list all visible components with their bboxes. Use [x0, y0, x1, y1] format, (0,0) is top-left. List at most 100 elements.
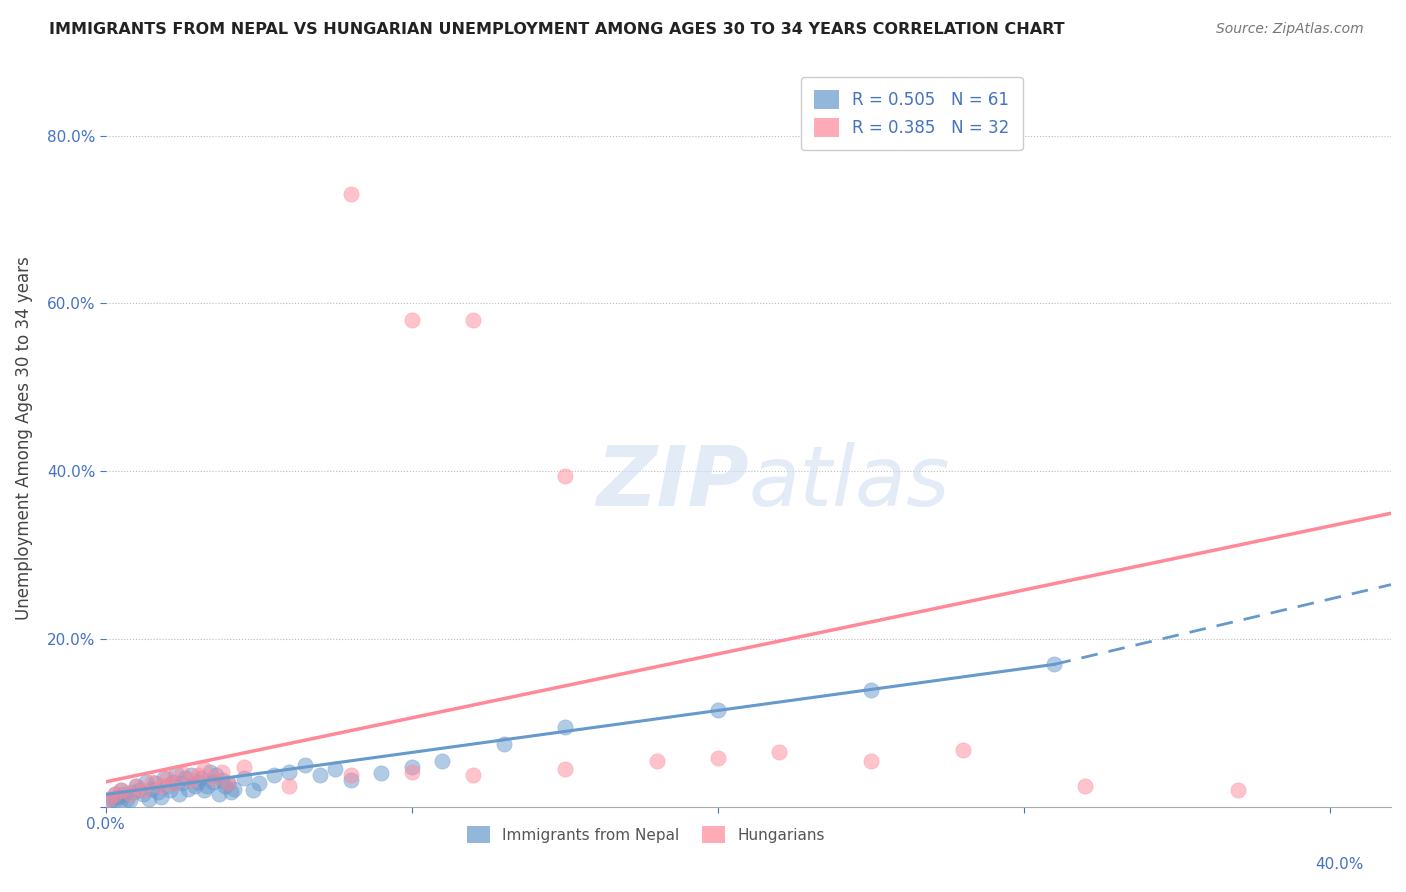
Point	[224, 781, 246, 796]
Text: ZIP: ZIP	[596, 442, 748, 523]
Point	[128, 783, 150, 797]
Point	[187, 768, 209, 782]
Point	[187, 774, 209, 789]
Point	[104, 793, 127, 807]
Point	[104, 788, 127, 802]
Point	[174, 771, 197, 785]
Point	[172, 776, 194, 790]
Legend: R = 0.505   N = 61, R = 0.385   N = 32: R = 0.505 N = 61, R = 0.385 N = 32	[800, 77, 1022, 151]
Point	[165, 766, 187, 780]
Point	[135, 774, 157, 789]
Text: Source: ZipAtlas.com: Source: ZipAtlas.com	[1216, 22, 1364, 37]
Point	[198, 764, 221, 779]
Point	[159, 783, 181, 797]
Point	[208, 788, 231, 802]
Point	[219, 785, 242, 799]
Point	[952, 743, 974, 757]
Point	[707, 751, 730, 765]
Point	[339, 773, 361, 788]
Point	[645, 754, 668, 768]
Point	[143, 776, 166, 790]
Point	[247, 776, 270, 790]
Point	[278, 764, 301, 779]
Text: IMMIGRANTS FROM NEPAL VS HUNGARIAN UNEMPLOYMENT AMONG AGES 30 TO 34 YEARS CORREL: IMMIGRANTS FROM NEPAL VS HUNGARIAN UNEMP…	[49, 22, 1064, 37]
Point	[217, 776, 239, 790]
Point	[294, 758, 316, 772]
Point	[180, 768, 202, 782]
Point	[339, 187, 361, 202]
Point	[263, 768, 285, 782]
Point	[141, 781, 163, 796]
Point	[101, 791, 124, 805]
Point	[323, 762, 346, 776]
Point	[149, 779, 172, 793]
Point	[180, 773, 202, 788]
Point	[232, 760, 254, 774]
Point	[401, 760, 423, 774]
Text: atlas: atlas	[748, 442, 950, 523]
Point	[554, 468, 576, 483]
Point	[138, 791, 160, 805]
Point	[205, 768, 228, 782]
Point	[125, 779, 148, 793]
Point	[177, 781, 200, 796]
Point	[309, 768, 332, 782]
Y-axis label: Unemployment Among Ages 30 to 34 years: Unemployment Among Ages 30 to 34 years	[15, 256, 32, 620]
Point	[110, 783, 132, 797]
Point	[104, 788, 127, 802]
Point	[153, 771, 176, 785]
Point	[125, 779, 148, 793]
Point	[167, 788, 190, 802]
Point	[112, 788, 135, 802]
Point	[432, 754, 454, 768]
Point	[183, 779, 205, 793]
Point	[162, 774, 184, 789]
Point	[110, 791, 132, 805]
Point	[461, 313, 484, 327]
Point	[201, 771, 224, 785]
Point	[278, 779, 301, 793]
Point	[554, 720, 576, 734]
Point	[122, 785, 145, 799]
Point	[195, 779, 218, 793]
Point	[401, 313, 423, 327]
Point	[156, 779, 179, 793]
Point	[492, 737, 515, 751]
Point	[1074, 779, 1097, 793]
Point	[242, 783, 264, 797]
Point	[120, 793, 142, 807]
Point	[401, 764, 423, 779]
Point	[131, 788, 153, 802]
Point	[201, 774, 224, 789]
Point	[110, 783, 132, 797]
Point	[707, 704, 730, 718]
Point	[146, 785, 169, 799]
Point	[1043, 657, 1066, 672]
Point	[162, 776, 184, 790]
Point	[97, 796, 120, 810]
Point	[193, 762, 215, 776]
Point	[172, 766, 194, 780]
Point	[1227, 783, 1250, 797]
Point	[461, 768, 484, 782]
Point	[211, 773, 233, 788]
Point	[115, 791, 138, 805]
Point	[768, 746, 790, 760]
Point	[339, 768, 361, 782]
Point	[97, 791, 120, 805]
Point	[370, 766, 392, 780]
Point	[149, 789, 172, 804]
Point	[193, 783, 215, 797]
Point	[131, 783, 153, 797]
Point	[120, 788, 142, 802]
Point	[211, 764, 233, 779]
Point	[217, 776, 239, 790]
Point	[214, 779, 236, 793]
Point	[554, 762, 576, 776]
Point	[859, 682, 882, 697]
Point	[859, 754, 882, 768]
Point	[156, 771, 179, 785]
Point	[141, 774, 163, 789]
Point	[232, 771, 254, 785]
Text: 40.0%: 40.0%	[1316, 857, 1364, 872]
